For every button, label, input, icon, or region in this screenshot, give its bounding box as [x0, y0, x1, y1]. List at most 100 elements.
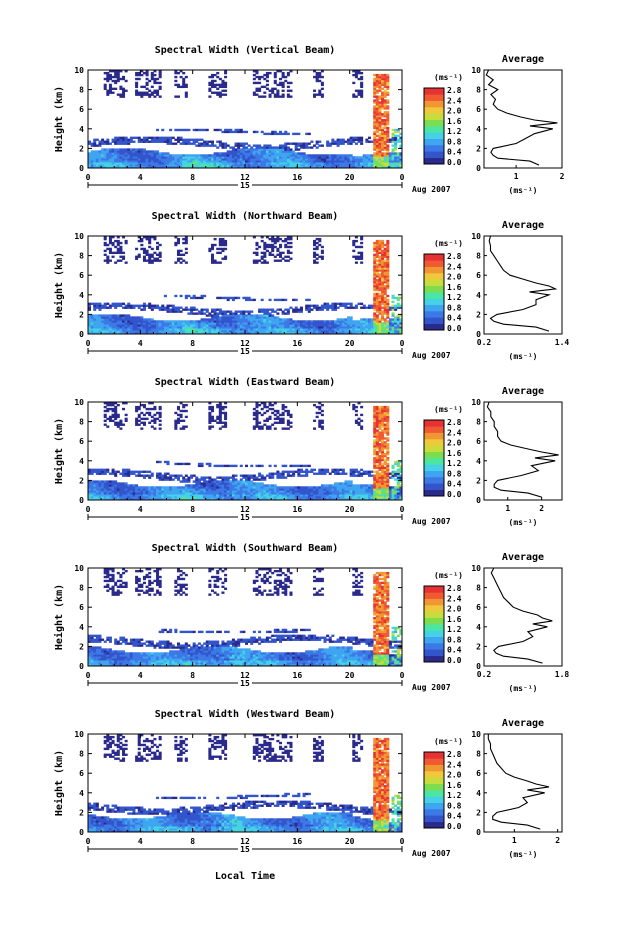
heatmap-cell	[352, 326, 356, 329]
heatmap-cell	[116, 259, 120, 262]
heatmap-cell	[352, 320, 356, 323]
heatmap-cell	[122, 89, 126, 92]
heatmap-cell	[158, 158, 162, 161]
heatmap-cell	[242, 130, 246, 134]
heatmap-cell	[252, 93, 256, 96]
heatmap-cell	[106, 138, 110, 141]
heatmap-cell	[381, 263, 385, 266]
heatmap-cell	[265, 324, 269, 327]
heatmap-cell	[399, 136, 403, 139]
heatmap-cell	[320, 81, 324, 85]
heatmap-cell	[119, 427, 123, 430]
heatmap-cell	[182, 83, 186, 87]
heatmap-cell	[323, 158, 327, 161]
heatmap-cell	[98, 306, 102, 309]
heatmap-cell	[184, 95, 188, 98]
heatmap-cell	[142, 488, 146, 491]
heatmap-cell	[176, 156, 180, 159]
heatmap-cell	[148, 407, 152, 411]
heatmap-cell	[318, 91, 322, 94]
heatmap-cell	[286, 322, 290, 325]
heatmap-cell	[171, 328, 175, 331]
heatmap-cell	[106, 152, 110, 155]
heatmap-cell	[258, 150, 262, 153]
heatmap-cell	[166, 496, 170, 499]
avg-y-tick-label: 6	[476, 105, 481, 114]
heatmap-cell	[135, 257, 139, 260]
heatmap-cell	[119, 95, 123, 98]
heatmap-cell	[221, 156, 225, 159]
heatmap-cell	[245, 130, 249, 134]
heatmap-cell	[255, 488, 259, 491]
heatmap-cell	[221, 486, 225, 489]
heatmap-cell	[365, 160, 369, 163]
heatmap-cell	[354, 136, 358, 139]
heatmap-cell	[101, 318, 105, 321]
heatmap-cell	[284, 330, 288, 333]
heatmap-cell	[145, 304, 149, 307]
heatmap-cell	[341, 302, 345, 305]
heatmap-cell	[383, 312, 387, 315]
heatmap-cell	[116, 332, 120, 335]
heatmap-cell	[88, 152, 92, 155]
heatmap-cell	[111, 70, 115, 73]
heatmap-cell	[203, 156, 207, 159]
heatmap-cell	[119, 150, 123, 153]
heatmap-cell	[373, 166, 377, 169]
heatmap-cell	[226, 498, 230, 501]
heatmap-cell	[224, 296, 228, 300]
heatmap-cell	[108, 83, 112, 87]
heatmap-cell	[132, 488, 136, 491]
heatmap-cell	[158, 411, 162, 415]
heatmap-cell	[336, 306, 340, 309]
heatmap-cell	[378, 77, 382, 81]
heatmap-cell	[315, 160, 319, 163]
heatmap-cell	[210, 419, 214, 422]
heatmap-cell	[161, 328, 165, 331]
heatmap-cell	[279, 132, 283, 136]
heatmap-cell	[116, 498, 120, 501]
heatmap-cell	[279, 255, 283, 258]
heatmap-cell	[122, 138, 126, 141]
heatmap-cell	[313, 89, 317, 92]
heatmap-cell	[195, 322, 199, 325]
heatmap-cell	[365, 320, 369, 323]
heatmap-cell	[210, 496, 214, 499]
heatmap-cell	[161, 490, 165, 493]
heatmap-cell	[122, 150, 126, 153]
heatmap-cell	[98, 468, 102, 471]
heatmap-cell	[347, 164, 351, 167]
heatmap-cell	[294, 306, 298, 309]
heatmap-cell	[378, 148, 382, 151]
heatmap-cell	[187, 478, 191, 481]
heatmap-cell	[399, 158, 403, 161]
heatmap-cell	[242, 146, 246, 149]
heatmap-cell	[213, 308, 217, 311]
heatmap-cell	[103, 243, 107, 247]
heatmap-cell	[302, 158, 306, 161]
heatmap-cell	[370, 320, 374, 323]
heatmap-cell	[216, 93, 220, 96]
heatmap-cell	[163, 306, 167, 309]
heatmap-cell	[90, 330, 94, 333]
heatmap-cell	[114, 470, 118, 473]
heatmap-cell	[360, 85, 364, 89]
heatmap-cell	[184, 496, 188, 499]
heatmap-cell	[360, 142, 364, 145]
heatmap-cell	[375, 251, 379, 255]
heatmap-cell	[245, 148, 249, 151]
heatmap-cell	[318, 144, 322, 147]
heatmap-cell	[171, 498, 175, 501]
heatmap-cell	[357, 164, 361, 167]
heatmap-cell	[98, 492, 102, 495]
heatmap-cell	[122, 156, 126, 159]
heatmap-cell	[90, 152, 94, 155]
y-axis-label: Height (km)	[53, 86, 65, 152]
heatmap-cell	[171, 154, 175, 157]
heatmap-cell	[226, 488, 230, 491]
heatmap-cell	[145, 156, 149, 159]
heatmap-cell	[148, 490, 152, 493]
heatmap-cell	[373, 160, 377, 163]
heatmap-cell	[124, 166, 128, 169]
heatmap-cell	[375, 243, 379, 247]
